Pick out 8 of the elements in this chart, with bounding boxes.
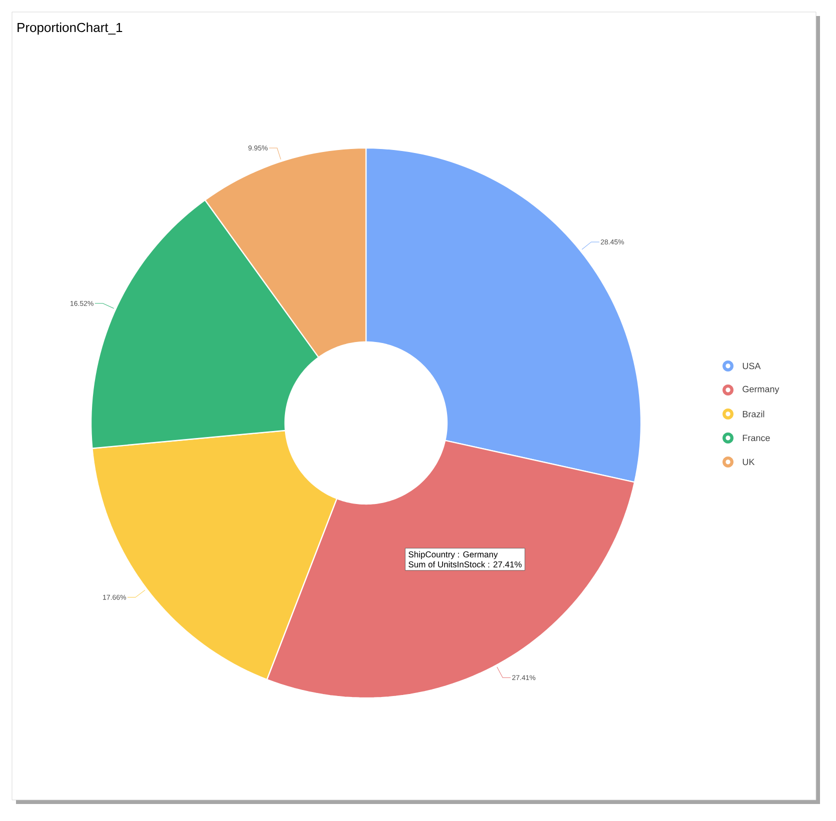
legend-label: France [742, 434, 770, 442]
text: ShipCountry : Germany [408, 551, 498, 560]
legend-label: USA [742, 362, 761, 370]
chart-title: ProportionChart_1 [18, 22, 122, 35]
text: Sum of UnitsInStock : 27.41% [408, 561, 522, 568]
legend-label: UK [742, 458, 755, 466]
legend-label: Germany [742, 386, 780, 394]
legend-label: Brazil [742, 410, 764, 418]
